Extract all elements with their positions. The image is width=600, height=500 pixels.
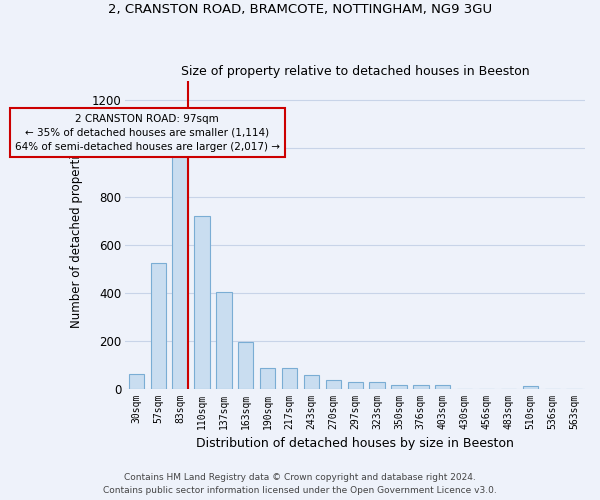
Bar [347, 382, 363, 389]
Bar [523, 386, 538, 389]
Bar [216, 292, 232, 389]
Bar [435, 385, 451, 389]
Title: Size of property relative to detached houses in Beeston: Size of property relative to detached ho… [181, 66, 529, 78]
Bar [391, 385, 407, 389]
Y-axis label: Number of detached properties: Number of detached properties [70, 142, 83, 328]
Bar [260, 368, 275, 389]
Bar [151, 263, 166, 389]
Bar [304, 376, 319, 389]
Bar [413, 385, 428, 389]
Bar [172, 148, 188, 389]
Bar [194, 216, 209, 389]
Bar [282, 368, 297, 389]
Bar [326, 380, 341, 389]
X-axis label: Distribution of detached houses by size in Beeston: Distribution of detached houses by size … [196, 437, 514, 450]
Bar [370, 382, 385, 389]
Text: 2, CRANSTON ROAD, BRAMCOTE, NOTTINGHAM, NG9 3GU: 2, CRANSTON ROAD, BRAMCOTE, NOTTINGHAM, … [108, 2, 492, 16]
Text: Contains HM Land Registry data © Crown copyright and database right 2024.
Contai: Contains HM Land Registry data © Crown c… [103, 473, 497, 495]
Text: 2 CRANSTON ROAD: 97sqm
← 35% of detached houses are smaller (1,114)
64% of semi-: 2 CRANSTON ROAD: 97sqm ← 35% of detached… [15, 114, 280, 152]
Bar [128, 374, 144, 389]
Bar [238, 342, 253, 389]
